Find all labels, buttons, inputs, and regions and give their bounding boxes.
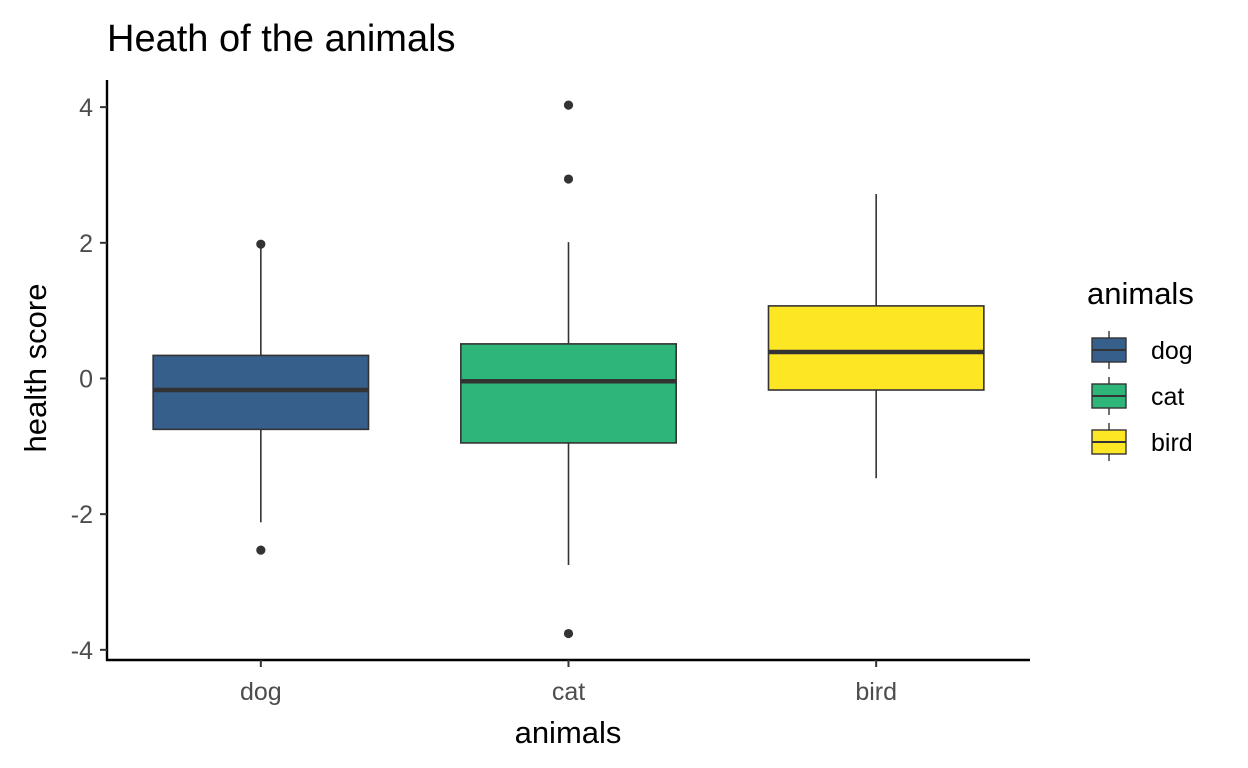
x-tick-label: bird — [855, 678, 897, 706]
outlier-point — [256, 545, 266, 555]
box-bird — [767, 193, 985, 479]
y-axis-title: health score — [18, 284, 53, 453]
x-axis-ticks: dog cat bird — [240, 660, 897, 706]
outlier-point — [563, 174, 574, 184]
legend-item-dog: dog — [1091, 331, 1193, 369]
box-dog — [152, 239, 370, 555]
legend-label: cat — [1151, 383, 1184, 411]
y-tick-label: 4 — [79, 94, 93, 122]
chart-title: Heath of the animals — [107, 18, 456, 60]
x-tick-label: cat — [552, 678, 585, 706]
iqr-box — [152, 354, 370, 431]
y-tick-label: -2 — [71, 501, 93, 529]
legend-item-cat: cat — [1091, 377, 1184, 415]
plot-area — [152, 100, 985, 639]
y-tick-label: 0 — [79, 365, 93, 393]
iqr-box — [767, 305, 985, 391]
x-tick-label: dog — [240, 678, 282, 706]
legend-items: dog cat bird — [1091, 331, 1193, 461]
outlier-point — [563, 100, 574, 110]
y-tick-label: -4 — [71, 637, 93, 665]
legend-title: animals — [1087, 276, 1194, 311]
y-tick-label: 2 — [79, 230, 93, 258]
box-cat — [460, 100, 677, 639]
legend: animals dog cat bird — [1087, 276, 1194, 461]
outlier-point — [563, 628, 574, 639]
legend-label: dog — [1151, 337, 1193, 365]
x-axis-title: animals — [515, 715, 622, 750]
iqr-box — [460, 343, 677, 444]
legend-item-bird: bird — [1091, 423, 1193, 461]
y-axis-ticks: -4 -2 0 2 4 — [71, 94, 107, 665]
outlier-point — [256, 239, 266, 249]
legend-label: bird — [1151, 429, 1193, 457]
